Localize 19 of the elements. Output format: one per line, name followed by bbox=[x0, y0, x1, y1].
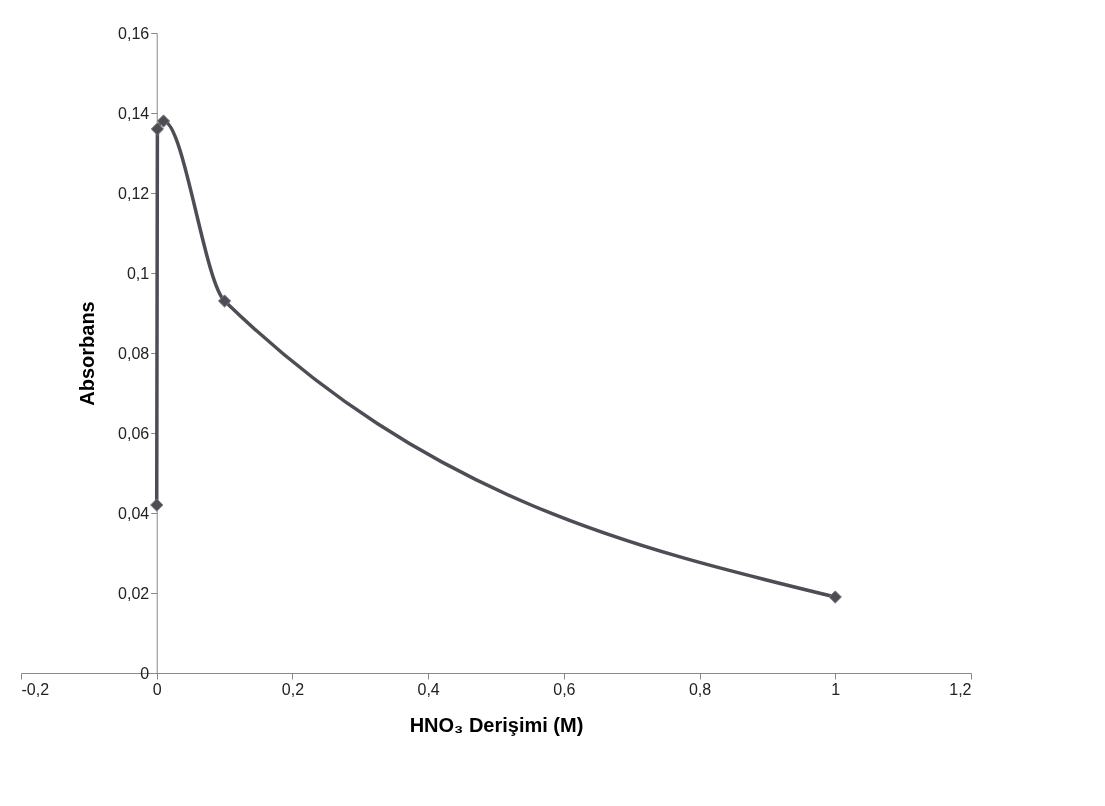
y-tick-label: 0,1 bbox=[126, 264, 150, 282]
y-axis-title: Absorbans bbox=[76, 301, 99, 406]
x-tick-label: 1,2 bbox=[949, 680, 972, 698]
x-tick-label: 0 bbox=[152, 680, 162, 698]
x-tick-label: 1 bbox=[831, 680, 841, 698]
y-tick-label: 0,06 bbox=[118, 424, 150, 442]
y-tick-label: 0 bbox=[140, 664, 150, 682]
x-tick-label: 0,4 bbox=[417, 680, 440, 698]
y-tick-label: 0,12 bbox=[118, 184, 150, 202]
x-tick-label: 0,2 bbox=[281, 680, 305, 698]
x-tick-label: -0,2 bbox=[21, 680, 50, 698]
y-tick-label: 0,14 bbox=[118, 104, 150, 122]
x-tick-label: 0,8 bbox=[688, 680, 712, 698]
y-tick-label: 0,02 bbox=[118, 584, 150, 602]
x-axis-title: HNO₃ Derişimi (M) bbox=[409, 713, 584, 736]
x-tick-label: 0,6 bbox=[553, 680, 576, 698]
y-tick-label: 0,04 bbox=[118, 504, 150, 522]
y-tick-label: 0,08 bbox=[118, 344, 150, 362]
y-tick-label: 0,16 bbox=[118, 24, 150, 42]
